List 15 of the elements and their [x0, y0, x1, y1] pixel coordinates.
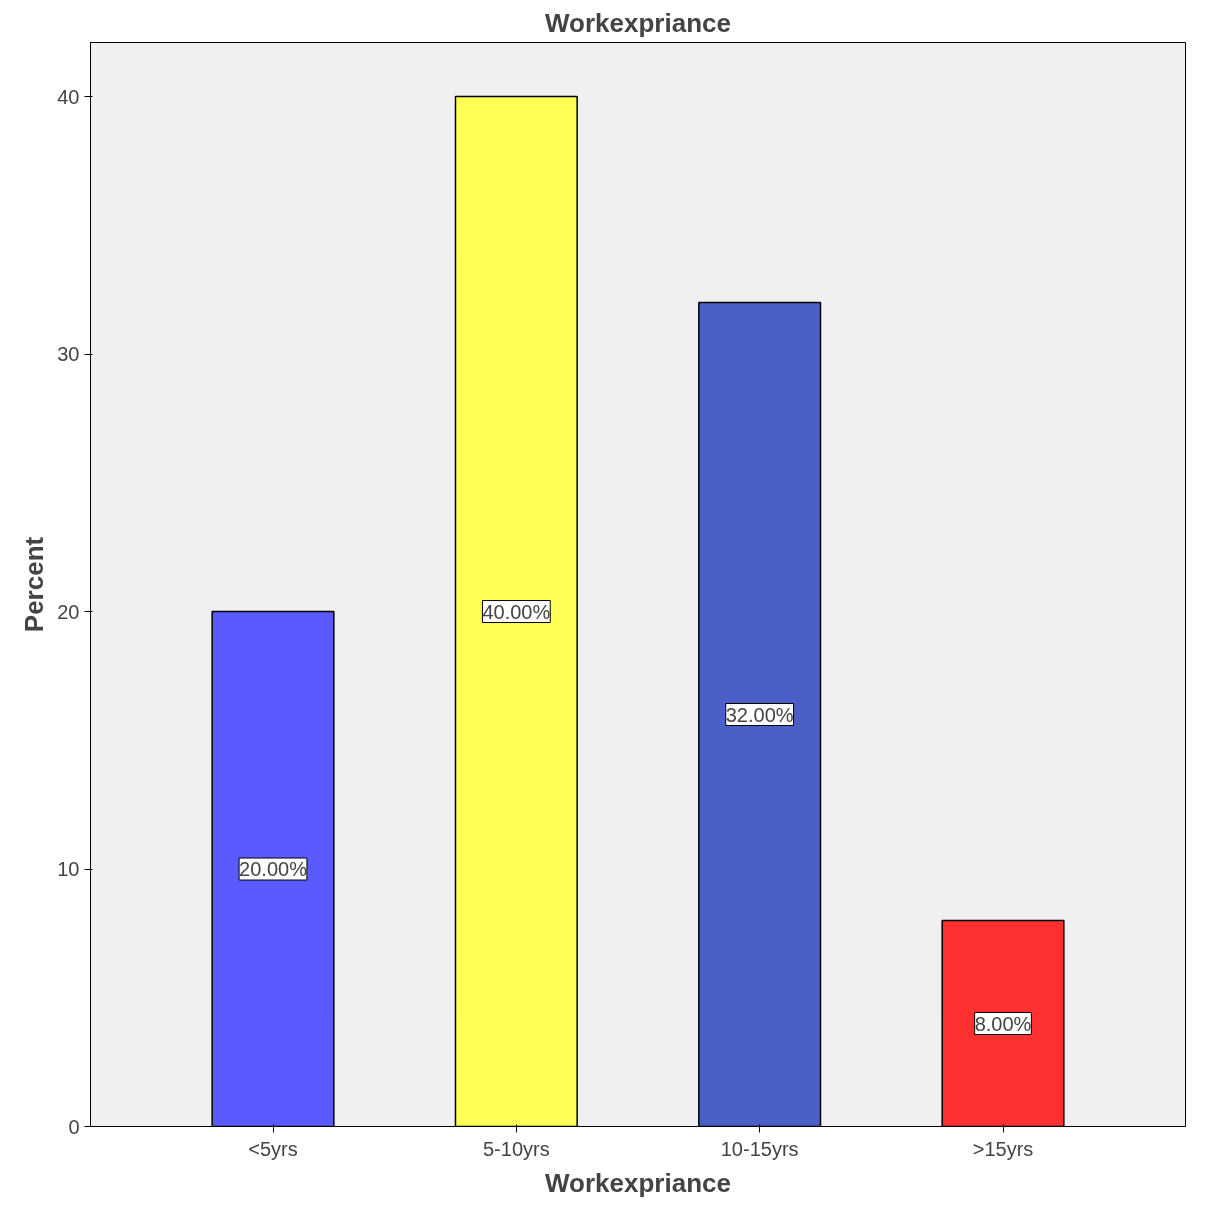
data-label: 32.00%: [725, 703, 794, 726]
data-label: 40.00%: [482, 600, 551, 623]
y-axis-title: Percent: [19, 536, 50, 633]
x-tick-label: <5yrs: [248, 1137, 298, 1160]
y-tick-label: 10: [57, 858, 80, 881]
x-tick-label: >15yrs: [972, 1137, 1034, 1160]
x-axis-title: Workexpriance: [545, 1167, 731, 1198]
x-tick-label: 10-15yrs: [720, 1137, 799, 1160]
y-tick-label: 40: [57, 85, 80, 108]
y-tick-label: 20: [57, 600, 80, 623]
chart-title: Workexpriance: [545, 7, 731, 38]
x-tick-label: 5-10yrs: [482, 1137, 550, 1160]
data-label: 8.00%: [974, 1012, 1032, 1035]
y-tick-label: 30: [57, 343, 80, 366]
y-tick-label: 0: [68, 1115, 80, 1138]
